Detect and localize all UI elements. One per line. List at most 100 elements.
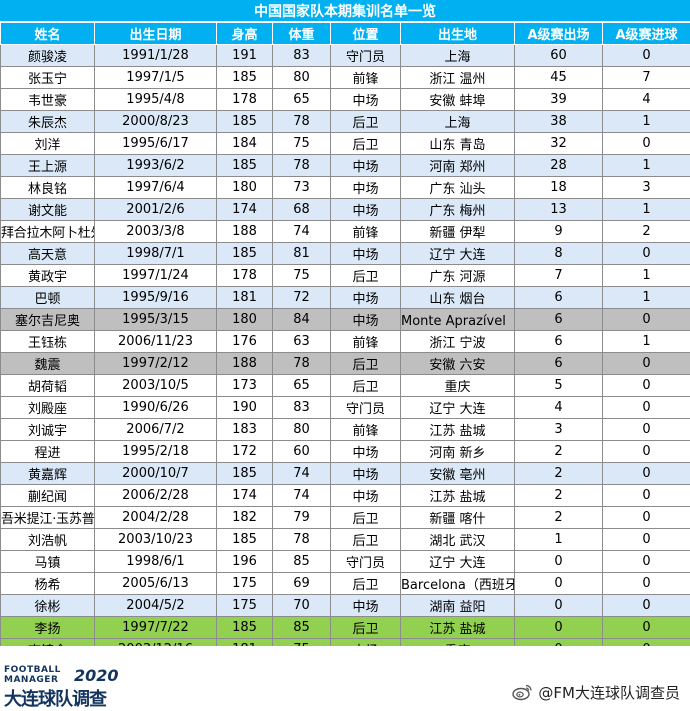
player-birthplace: 山东 青岛 xyxy=(401,133,515,155)
player-goals: 0 xyxy=(603,243,690,265)
player-birthplace: 辽宁 大连 xyxy=(401,551,515,573)
player-caps: 2 xyxy=(515,507,603,529)
player-caps: 9 xyxy=(515,221,603,243)
col-header-caps: A级赛出场 xyxy=(515,23,603,45)
col-header-weight: 体重 xyxy=(273,23,331,45)
player-goals: 7 xyxy=(603,67,690,89)
player-name: 巴顿 xyxy=(1,287,95,309)
player-caps: 6 xyxy=(515,331,603,353)
player-name: 谢文能 xyxy=(1,199,95,221)
header-row: 姓名 出生日期 身高 体重 位置 出生地 A级赛出场 A级赛进球 xyxy=(1,23,690,45)
player-birth-date: 1993/6/2 xyxy=(95,155,217,177)
player-height: 196 xyxy=(217,551,273,573)
player-birth-date: 1997/1/24 xyxy=(95,265,217,287)
player-weight: 75 xyxy=(273,133,331,155)
player-name: 魏震 xyxy=(1,353,95,375)
player-name: 李扬 xyxy=(1,617,95,639)
player-weight: 78 xyxy=(273,111,331,133)
watermark-text: @FM大连球队调查员 xyxy=(538,682,680,703)
player-caps: 7 xyxy=(515,265,603,287)
col-header-birthplace: 出生地 xyxy=(401,23,515,45)
player-weight: 73 xyxy=(273,177,331,199)
player-caps: 6 xyxy=(515,353,603,375)
player-weight: 80 xyxy=(273,67,331,89)
player-position: 守门员 xyxy=(331,551,401,573)
player-goals: 0 xyxy=(603,551,690,573)
player-weight: 60 xyxy=(273,441,331,463)
player-weight: 74 xyxy=(273,221,331,243)
player-birth-date: 2003/10/23 xyxy=(95,529,217,551)
player-name: 高天意 xyxy=(1,243,95,265)
player-birth-date: 1995/6/17 xyxy=(95,133,217,155)
player-name: 刘浩帆 xyxy=(1,529,95,551)
player-position: 后卫 xyxy=(331,133,401,155)
player-height: 180 xyxy=(217,309,273,331)
player-caps: 39 xyxy=(515,89,603,111)
player-weight: 70 xyxy=(273,595,331,617)
player-weight: 75 xyxy=(273,265,331,287)
player-name: 塞尔吉尼奥 xyxy=(1,309,95,331)
player-position: 后卫 xyxy=(331,573,401,595)
player-position: 前锋 xyxy=(331,419,401,441)
player-height: 174 xyxy=(217,199,273,221)
player-goals: 0 xyxy=(603,595,690,617)
player-name: 蒯纪闻 xyxy=(1,485,95,507)
player-goals: 0 xyxy=(603,309,690,331)
player-birthplace: 湖北 武汉 xyxy=(401,529,515,551)
weibo-watermark: @FM大连球队调查员 xyxy=(511,681,680,703)
player-position: 前锋 xyxy=(331,221,401,243)
player-goals: 0 xyxy=(603,375,690,397)
sheet-title: 中国国家队本期集训名单一览 xyxy=(0,0,690,22)
player-birth-date: 1997/1/5 xyxy=(95,67,217,89)
player-position: 后卫 xyxy=(331,111,401,133)
player-birth-date: 2000/10/7 xyxy=(95,463,217,485)
player-birth-date: 1995/9/16 xyxy=(95,287,217,309)
player-birth-date: 1998/7/1 xyxy=(95,243,217,265)
player-birth-date: 1995/4/8 xyxy=(95,89,217,111)
player-birthplace: 安徽 亳州 xyxy=(401,463,515,485)
player-caps: 60 xyxy=(515,45,603,67)
player-goals: 0 xyxy=(603,617,690,639)
player-position: 中场 xyxy=(331,441,401,463)
player-name: 颜骏凌 xyxy=(1,45,95,67)
player-birthplace: 辽宁 大连 xyxy=(401,243,515,265)
player-birth-date: 1998/6/1 xyxy=(95,551,217,573)
player-birthplace: 河南 郑州 xyxy=(401,155,515,177)
player-weight: 85 xyxy=(273,617,331,639)
player-birthplace: 江苏 盐城 xyxy=(401,617,515,639)
player-height: 172 xyxy=(217,441,273,463)
player-birthplace: 广东 汕头 xyxy=(401,177,515,199)
player-caps: 5 xyxy=(515,375,603,397)
player-name: 王上源 xyxy=(1,155,95,177)
player-position: 中场 xyxy=(331,177,401,199)
player-goals: 1 xyxy=(603,111,690,133)
player-weight: 83 xyxy=(273,45,331,67)
player-birthplace: 河南 新乡 xyxy=(401,441,515,463)
player-caps: 0 xyxy=(515,617,603,639)
player-name: 拜合拉木阿卜杜外力 xyxy=(1,221,95,243)
player-birthplace: 辽宁 大连 xyxy=(401,397,515,419)
fm-logo: FOOTBALL MANAGER 2020 大连球队调查 xyxy=(4,665,116,707)
player-weight: 68 xyxy=(273,199,331,221)
player-height: 178 xyxy=(217,89,273,111)
player-birth-date: 2004/5/2 xyxy=(95,595,217,617)
player-goals: 0 xyxy=(603,529,690,551)
player-goals: 0 xyxy=(603,441,690,463)
player-position: 后卫 xyxy=(331,529,401,551)
player-position: 中场 xyxy=(331,243,401,265)
player-birth-date: 1997/2/12 xyxy=(95,353,217,375)
player-caps: 8 xyxy=(515,243,603,265)
player-position: 中场 xyxy=(331,287,401,309)
player-birth-date: 2003/10/5 xyxy=(95,375,217,397)
player-goals: 1 xyxy=(603,331,690,353)
player-birth-date: 2006/11/23 xyxy=(95,331,217,353)
player-birthplace: 湖南 益阳 xyxy=(401,595,515,617)
